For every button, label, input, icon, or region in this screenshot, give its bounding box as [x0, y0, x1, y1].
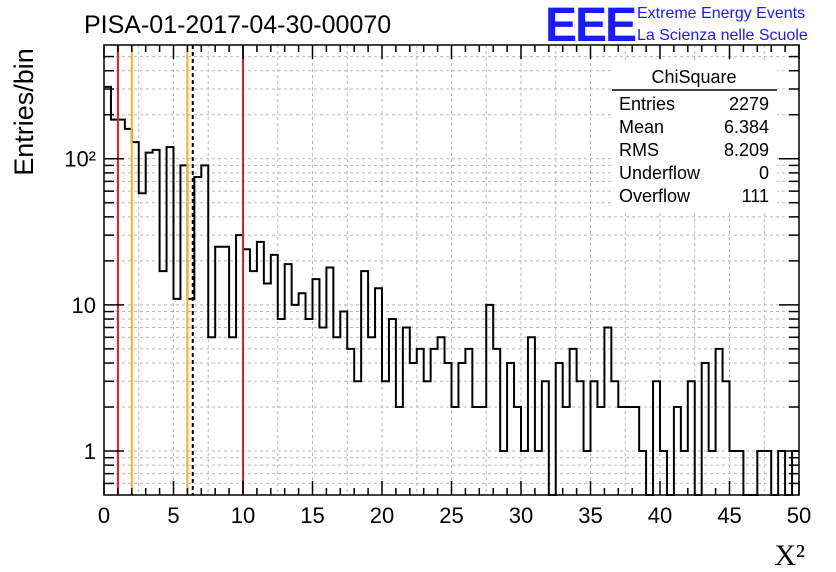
eee-logo: EEE Extreme Energy Events La Scienza nel… — [545, 0, 808, 52]
y-tick-label: 10 — [72, 293, 96, 318]
axis-ticks — [103, 45, 800, 495]
x-axis-label: X² — [774, 539, 805, 572]
stats-row-value: 111 — [742, 186, 769, 206]
x-tick-label: 5 — [167, 503, 179, 528]
stats-row-label: RMS — [619, 140, 659, 160]
stats-row-value: 0 — [759, 163, 769, 183]
x-tick-label: 20 — [370, 503, 394, 528]
stats-row-value: 2279 — [729, 94, 769, 114]
x-tick-label: 25 — [439, 503, 463, 528]
stats-row-label: Entries — [619, 94, 675, 114]
stats-row-value: 8.209 — [724, 140, 769, 160]
stats-box-background — [612, 62, 777, 210]
y-tick-label: 1 — [84, 439, 96, 464]
stats-row-value: 6.384 — [724, 117, 769, 137]
histogram-outline — [104, 85, 799, 496]
logo-line-1: Extreme Energy Events — [637, 5, 805, 22]
x-tick-label: 40 — [648, 503, 672, 528]
stats-rows: Entries 2279 Mean 6.384 RMS 8.209 Underflow 0 Ov… — [619, 94, 769, 206]
x-tick-label: 10 — [231, 503, 255, 528]
stats-row-label: Underflow — [619, 163, 701, 183]
logo-mark: EEE — [545, 0, 636, 52]
x-tick-label: 0 — [98, 503, 110, 528]
x-tick-labels: 0 5 10 15 20 25 30 35 40 45 50 — [98, 503, 811, 528]
x-tick-label: 15 — [300, 503, 324, 528]
stats-title: ChiSquare — [651, 67, 736, 87]
x-tick-label: 45 — [717, 503, 741, 528]
y-axis-label: Entries/bin — [9, 48, 39, 176]
logo-line-2: La Scienza nelle Scuole — [637, 27, 808, 44]
reference-lines — [116, 45, 244, 495]
x-tick-label: 30 — [509, 503, 533, 528]
stats-row-label: Overflow — [619, 186, 691, 206]
stats-box: ChiSquare Entries 2279 Mean 6.384 RMS 8.209 Un… — [612, 62, 777, 210]
histogram-series — [104, 85, 799, 496]
chart-title: PISA-01-2017-04-30-00070 — [84, 11, 391, 39]
y-tick-labels: 1 10 10² — [64, 147, 96, 464]
stats-row-label: Mean — [619, 117, 664, 137]
x-tick-label: 35 — [578, 503, 602, 528]
y-tick-label: 10² — [64, 147, 96, 172]
x-tick-label: 50 — [787, 503, 811, 528]
